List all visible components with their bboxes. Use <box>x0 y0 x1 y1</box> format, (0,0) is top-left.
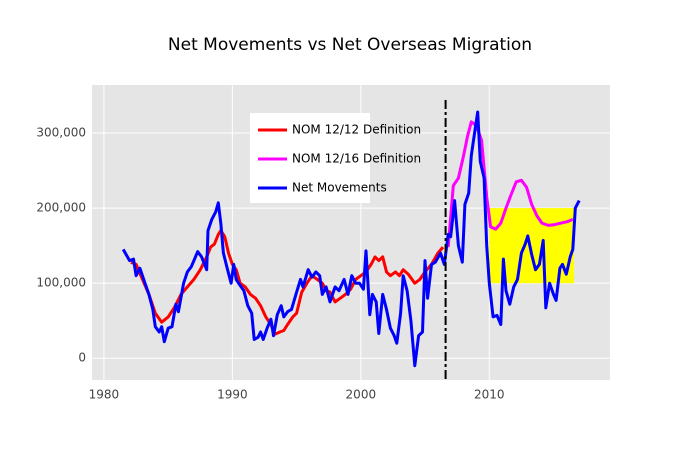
series-line <box>130 229 445 336</box>
y-tick-label: 100,000 <box>36 276 86 290</box>
chart-title: Net Movements vs Net Overseas Migration <box>168 35 532 55</box>
legend-label: Net Movements <box>292 181 387 195</box>
x-tick-label: 1990 <box>217 388 248 402</box>
y-tick-label: 300,000 <box>36 126 86 140</box>
legend-label: NOM 12/12 Definition <box>292 123 421 137</box>
series-line <box>446 120 574 248</box>
y-tick-label: 0 <box>78 351 86 365</box>
series-line <box>121 110 581 368</box>
legend: NOM 12/12 Definition NOM 12/16 Definition… <box>250 113 421 203</box>
x-tick-label: 2000 <box>346 388 377 402</box>
x-tick-label: 1980 <box>89 388 120 402</box>
legend-label: NOM 12/16 Definition <box>292 152 421 166</box>
x-tick-label: 2010 <box>474 388 505 402</box>
y-tick-label: 200,000 <box>36 201 86 215</box>
lines <box>121 110 581 368</box>
